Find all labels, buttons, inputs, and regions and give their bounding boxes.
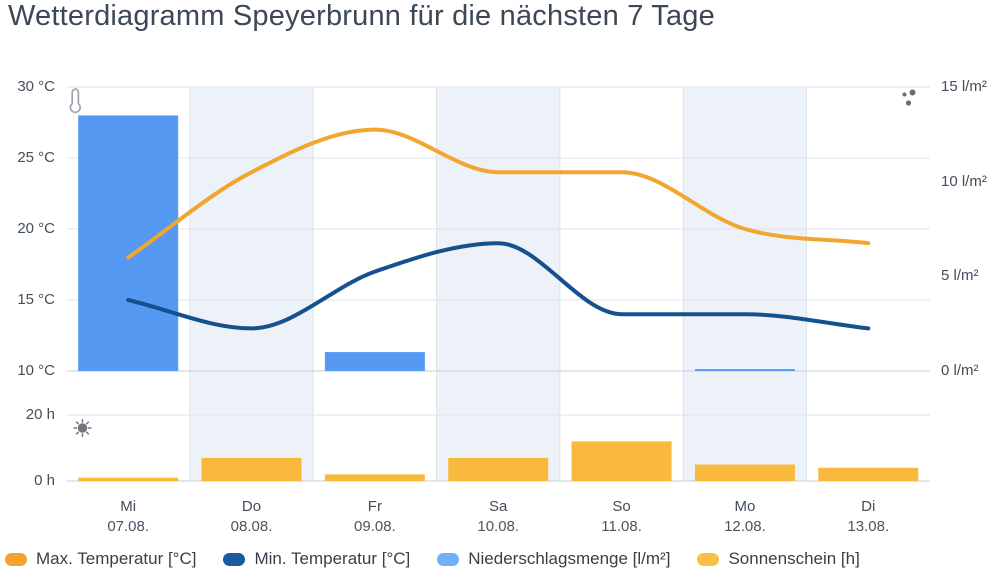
sunshine-tick-label: 0 h <box>34 472 55 489</box>
sunshine-bar[interactable] <box>818 467 919 481</box>
day-label: Mi 07.08. <box>66 497 190 537</box>
precipitation-tick-label: 10 l/m² <box>941 172 987 190</box>
column-band <box>436 87 560 481</box>
sun-ray <box>85 421 90 425</box>
sun-ray <box>85 431 90 435</box>
day-abbreviation: Fr <box>367 498 382 515</box>
chart-legend: Max. Temperatur [°C] Min. Temperatur [°C]… <box>5 546 860 572</box>
precipitation-bar[interactable] <box>694 369 795 371</box>
temperature-tick-label: 30 °C <box>17 78 55 95</box>
legend-swatch <box>5 552 27 566</box>
max-temperature-line[interactable] <box>126 127 871 260</box>
day-abbreviation: Do <box>241 498 262 515</box>
day-label: So 11.08. <box>560 497 684 537</box>
sunshine-tick-label: 20 h <box>25 406 55 423</box>
precipitation-tick-label: 15 l/m² <box>941 78 987 95</box>
day-date: 11.08. <box>601 518 642 535</box>
legend-item[interactable]: Niederschlagsmenge [l/m²] <box>437 549 670 569</box>
column-band <box>683 87 807 481</box>
sunshine-bar[interactable] <box>694 464 795 482</box>
legend-label: Max. Temperatur [°C] <box>36 549 197 568</box>
sun-ray <box>75 431 80 435</box>
thermometer-icon <box>69 88 81 114</box>
temperature-tick-label: 10 °C <box>17 362 55 379</box>
weather-chart[interactable] <box>0 0 1000 545</box>
day-date: 09.08. <box>354 518 396 535</box>
legend-swatch <box>697 552 720 566</box>
sun-core <box>77 423 88 433</box>
legend-label: Min. Temperatur [°C] <box>254 549 411 568</box>
legend-item[interactable]: Min. Temperatur [°C] <box>223 549 410 569</box>
day-label: Mo 12.08. <box>683 497 807 537</box>
day-abbreviation: Sa <box>489 498 508 515</box>
sun-ray <box>75 421 80 425</box>
day-label: Fr 09.08. <box>313 497 437 537</box>
sunshine-bar[interactable] <box>571 441 672 481</box>
legend-label: Sonnenschein [h] <box>728 549 860 568</box>
raindrop-dot <box>905 100 912 106</box>
precipitation-tick-label: 5 l/m² <box>941 267 979 285</box>
precipitation-bar[interactable] <box>78 115 179 372</box>
day-date: 08.08. <box>230 518 273 535</box>
day-date: 07.08. <box>107 518 150 535</box>
raindrop-dot <box>909 89 916 96</box>
temperature-tick-label: 20 °C <box>17 220 55 237</box>
day-label: Di 13.08. <box>806 497 930 537</box>
sunshine-bar[interactable] <box>201 457 302 481</box>
temperature-tick-label: 25 °C <box>17 149 55 166</box>
legend-swatch <box>223 552 246 566</box>
legend-item[interactable]: Sonnenschein [h] <box>697 549 860 569</box>
precipitation-bar[interactable] <box>324 352 425 371</box>
day-abbreviation: Mo <box>734 498 756 515</box>
page-title: Wetterdiagramm Speyerbrunn für die nächs… <box>8 0 715 32</box>
raindrop-dot <box>902 92 907 97</box>
day-abbreviation: Mi <box>120 498 137 515</box>
column-band <box>189 87 314 481</box>
sunshine-bar[interactable] <box>448 457 549 481</box>
day-date: 10.08. <box>477 518 520 535</box>
day-label: Sa 10.08. <box>436 497 560 537</box>
sunshine-bar[interactable] <box>78 477 179 481</box>
legend-swatch <box>437 552 460 566</box>
raindrops-icon <box>902 89 916 106</box>
day-label: Do 08.08. <box>190 497 314 537</box>
min-temperature-line[interactable] <box>126 241 871 331</box>
day-abbreviation: So <box>612 498 631 515</box>
temperature-tick-label: 15 °C <box>17 291 55 308</box>
precipitation-tick-label: 0 l/m² <box>941 362 979 379</box>
sun-icon <box>73 418 92 438</box>
legend-item[interactable]: Max. Temperatur [°C] <box>5 549 196 569</box>
legend-label: Niederschlagsmenge [l/m²] <box>468 549 671 568</box>
day-date: 13.08. <box>847 518 890 535</box>
day-date: 12.08. <box>724 518 766 535</box>
day-abbreviation: Di <box>861 498 876 515</box>
sunshine-bar[interactable] <box>324 474 425 481</box>
